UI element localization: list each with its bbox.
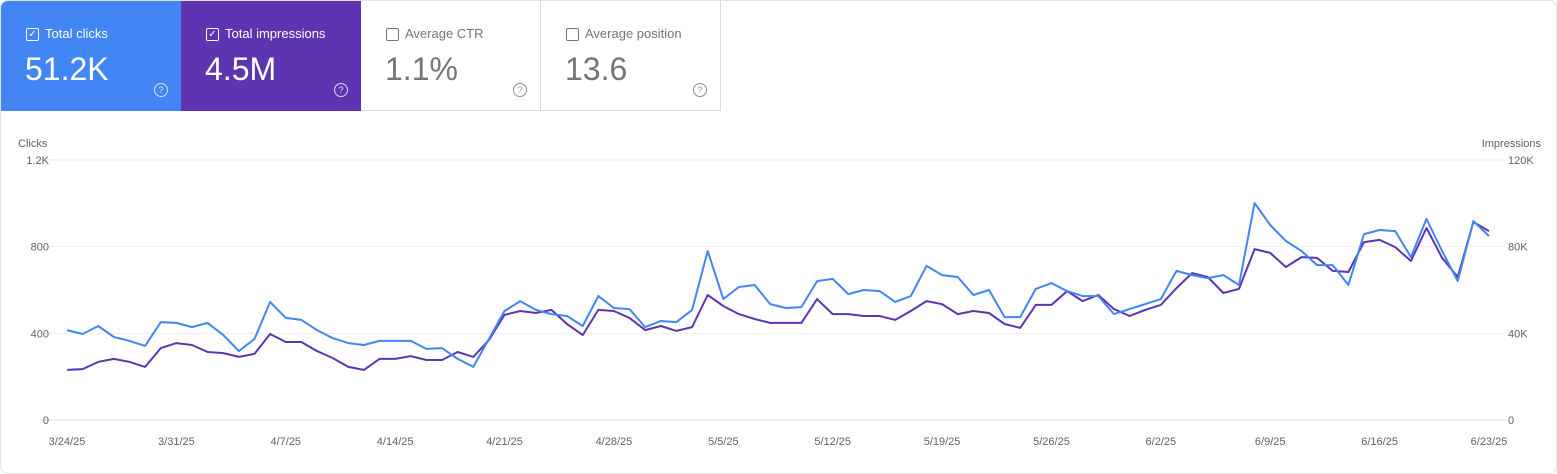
x-tick-label: 4/28/25 [596,436,633,448]
x-tick-label: 4/7/25 [270,436,301,448]
total-clicks-card[interactable]: ✓ Total clicks 51.2K ? [1,1,181,111]
card-value: 51.2K [25,51,109,87]
help-icon[interactable]: ? [154,83,168,97]
average-position-card[interactable]: Average position 13.6 ? [541,1,721,111]
total-impressions-card[interactable]: ✓ Total impressions 4.5M ? [181,1,361,111]
card-label: Total impressions [225,26,326,41]
y-tick-label: 400 [31,328,49,340]
y-axis-label: Clicks [18,138,48,150]
card-label: Average position [585,26,682,41]
x-tick-label: 6/16/25 [1361,436,1398,448]
checkbox-checked-icon[interactable]: ✓ [206,28,219,41]
y2-tick-label: 120K [1508,155,1534,167]
x-tick-label: 5/12/25 [814,436,851,448]
average-ctr-card[interactable]: Average CTR 1.1% ? [361,1,541,111]
clicks-line [66,202,1490,368]
x-tick-label: 4/14/25 [377,436,414,448]
x-tick-label: 3/31/25 [158,436,195,448]
x-tick-label: 5/5/25 [708,436,739,448]
card-value: 1.1% [385,51,458,87]
y2-tick-label: 40K [1508,328,1528,340]
metric-cards: ✓ Total clicks 51.2K ? ✓ Total impressio… [1,1,721,111]
y2-tick-label: 80K [1508,242,1528,254]
y2-tick-label: 0 [1508,415,1514,427]
checkbox-checked-icon[interactable]: ✓ [26,28,39,41]
x-tick-label: 5/26/25 [1033,436,1070,448]
y2-axis-label: Impressions [1482,138,1542,150]
x-tick-label: 4/21/25 [486,436,523,448]
checkbox-unchecked-icon[interactable] [386,28,399,41]
y-tick-label: 800 [31,242,49,254]
card-label: Average CTR [405,26,484,41]
x-tick-label: 5/19/25 [924,436,961,448]
y-tick-label: 1.2K [26,155,49,167]
impressions-line [66,221,1490,371]
card-value: 13.6 [565,51,628,87]
card-value: 4.5M [205,51,277,87]
x-tick-label: 3/24/25 [49,436,86,448]
help-icon[interactable]: ? [334,83,348,97]
y-tick-label: 0 [43,415,49,427]
x-tick-label: 6/23/25 [1471,436,1508,448]
card-label: Total clicks [45,26,108,41]
x-tick-label: 6/2/25 [1146,436,1177,448]
help-icon[interactable]: ? [693,83,707,97]
help-icon[interactable]: ? [513,83,527,97]
x-tick-label: 6/9/25 [1255,436,1286,448]
checkbox-unchecked-icon[interactable] [566,28,579,41]
